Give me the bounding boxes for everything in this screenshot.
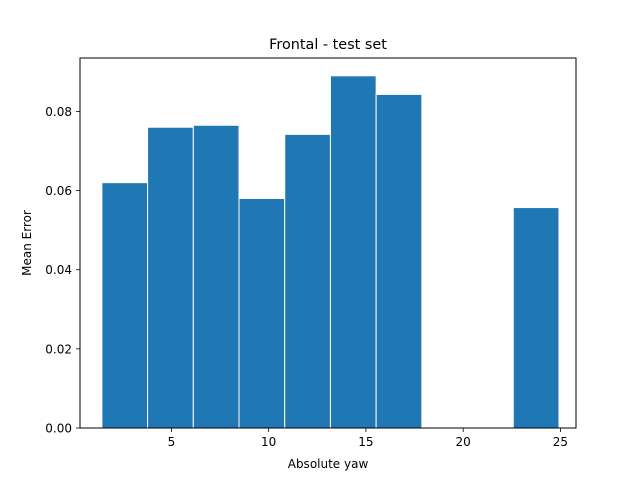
bar-2 (147, 126, 194, 429)
x-tick-label: 5 (168, 435, 176, 449)
y-axis-label: Mean Error (20, 210, 34, 276)
y-tick-label: 0.02 (45, 342, 72, 356)
x-tick-label: 25 (553, 435, 568, 449)
y-tick-label: 0.06 (45, 184, 72, 198)
y-tick-label: 0.00 (45, 422, 72, 436)
bar-6 (329, 75, 377, 429)
bar-4 (238, 197, 286, 429)
chart-title: Frontal - test set (269, 37, 387, 53)
bar-7 (375, 93, 423, 429)
bar-3 (192, 124, 240, 429)
y-tick-label: 0.08 (45, 105, 72, 119)
x-axis-label: Absolute yaw (288, 457, 369, 471)
bars (101, 75, 560, 429)
x-tick-label: 20 (456, 435, 471, 449)
x-tick-label: 10 (261, 435, 276, 449)
plot-frame (79, 57, 577, 429)
x-tick-label: 15 (358, 435, 373, 449)
y-axis-ticks: 0.00 0.02 0.04 0.06 0.08 (45, 105, 80, 436)
bar-8 (512, 207, 560, 429)
bar-1 (101, 182, 149, 429)
y-tick-label: 0.04 (45, 263, 72, 277)
x-axis-ticks: 5 10 15 20 25 (168, 428, 568, 449)
bar-5 (284, 133, 331, 429)
